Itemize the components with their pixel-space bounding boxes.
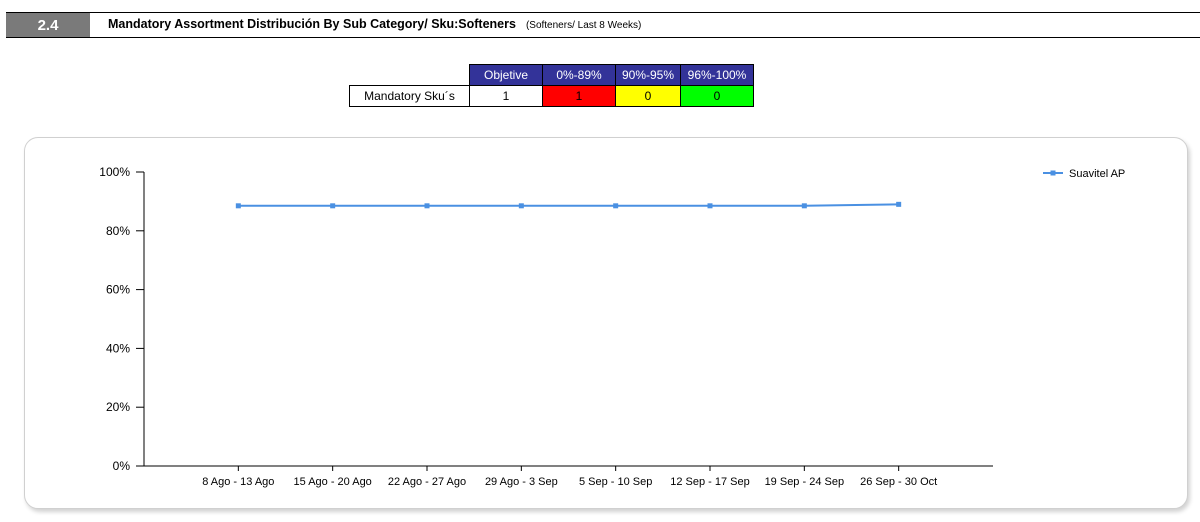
value-objective: 1 bbox=[469, 85, 543, 107]
y-tick-label: 20% bbox=[106, 400, 130, 414]
section-title: Mandatory Assortment Distribución By Sub… bbox=[108, 17, 641, 31]
value-range-high: 0 bbox=[680, 85, 754, 107]
range-header-row: Objetive 0%-89% 90%-95% 96%-100% bbox=[349, 64, 754, 86]
data-point bbox=[801, 203, 807, 209]
range-values-row: Mandatory Sku´s 1 1 0 0 bbox=[349, 85, 754, 107]
data-point bbox=[330, 203, 336, 209]
x-tick-label: 12 Sep - 17 Sep bbox=[670, 476, 750, 488]
table-corner bbox=[349, 64, 470, 86]
value-range-low: 1 bbox=[542, 85, 616, 107]
x-tick-label: 29 Ago - 3 Sep bbox=[485, 476, 558, 488]
data-point bbox=[518, 203, 524, 209]
data-point bbox=[424, 203, 430, 209]
data-point bbox=[235, 203, 241, 209]
x-tick-label: 22 Ago - 27 Ago bbox=[388, 476, 466, 488]
header-range-high: 96%-100% bbox=[680, 64, 754, 86]
section-title-text: Mandatory Assortment Distribución By Sub… bbox=[108, 17, 516, 31]
x-tick-label: 26 Sep - 30 Oct bbox=[860, 476, 937, 488]
row-label-mandatory-skus: Mandatory Sku´s bbox=[349, 85, 470, 107]
distribution-range-table: Objetive 0%-89% 90%-95% 96%-100% Mandato… bbox=[349, 64, 754, 107]
x-tick-label: 8 Ago - 13 Ago bbox=[202, 476, 274, 488]
x-tick-label: 5 Sep - 10 Sep bbox=[579, 476, 652, 488]
data-point bbox=[707, 203, 713, 209]
y-tick-label: 0% bbox=[113, 459, 131, 473]
value-range-mid: 0 bbox=[615, 85, 681, 107]
x-tick-label: 15 Ago - 20 Ago bbox=[294, 476, 372, 488]
legend-swatch-marker bbox=[1050, 170, 1056, 176]
y-tick-label: 40% bbox=[106, 341, 130, 355]
section-subtitle: (Softeners/ Last 8 Weeks) bbox=[525, 20, 642, 31]
series-line bbox=[238, 203, 899, 207]
header-range-low: 0%-89% bbox=[542, 64, 616, 86]
distribution-line-chart: 0% 20% 40% 60% 80% 100% 8 Ago - 13 Ago 15 Ago -… bbox=[99, 165, 1125, 488]
chart-card: 0% 20% 40% 60% 80% 100% 8 Ago - 13 Ago 15 Ago -… bbox=[24, 137, 1188, 509]
x-tick-label: 19 Sep - 24 Sep bbox=[765, 476, 845, 488]
data-point bbox=[613, 203, 619, 209]
y-tick-label: 80% bbox=[106, 224, 130, 238]
y-tick-label: 60% bbox=[106, 283, 130, 297]
section-number: 2.4 bbox=[6, 13, 90, 37]
legend-label: Suavitel AP bbox=[1069, 168, 1125, 180]
y-tick-label: 100% bbox=[99, 165, 130, 179]
header-objective: Objetive bbox=[469, 64, 543, 86]
section-header: 2.4 Mandatory Assortment Distribución By… bbox=[6, 12, 1200, 38]
header-range-mid: 90%-95% bbox=[615, 64, 681, 86]
data-point bbox=[896, 201, 902, 207]
